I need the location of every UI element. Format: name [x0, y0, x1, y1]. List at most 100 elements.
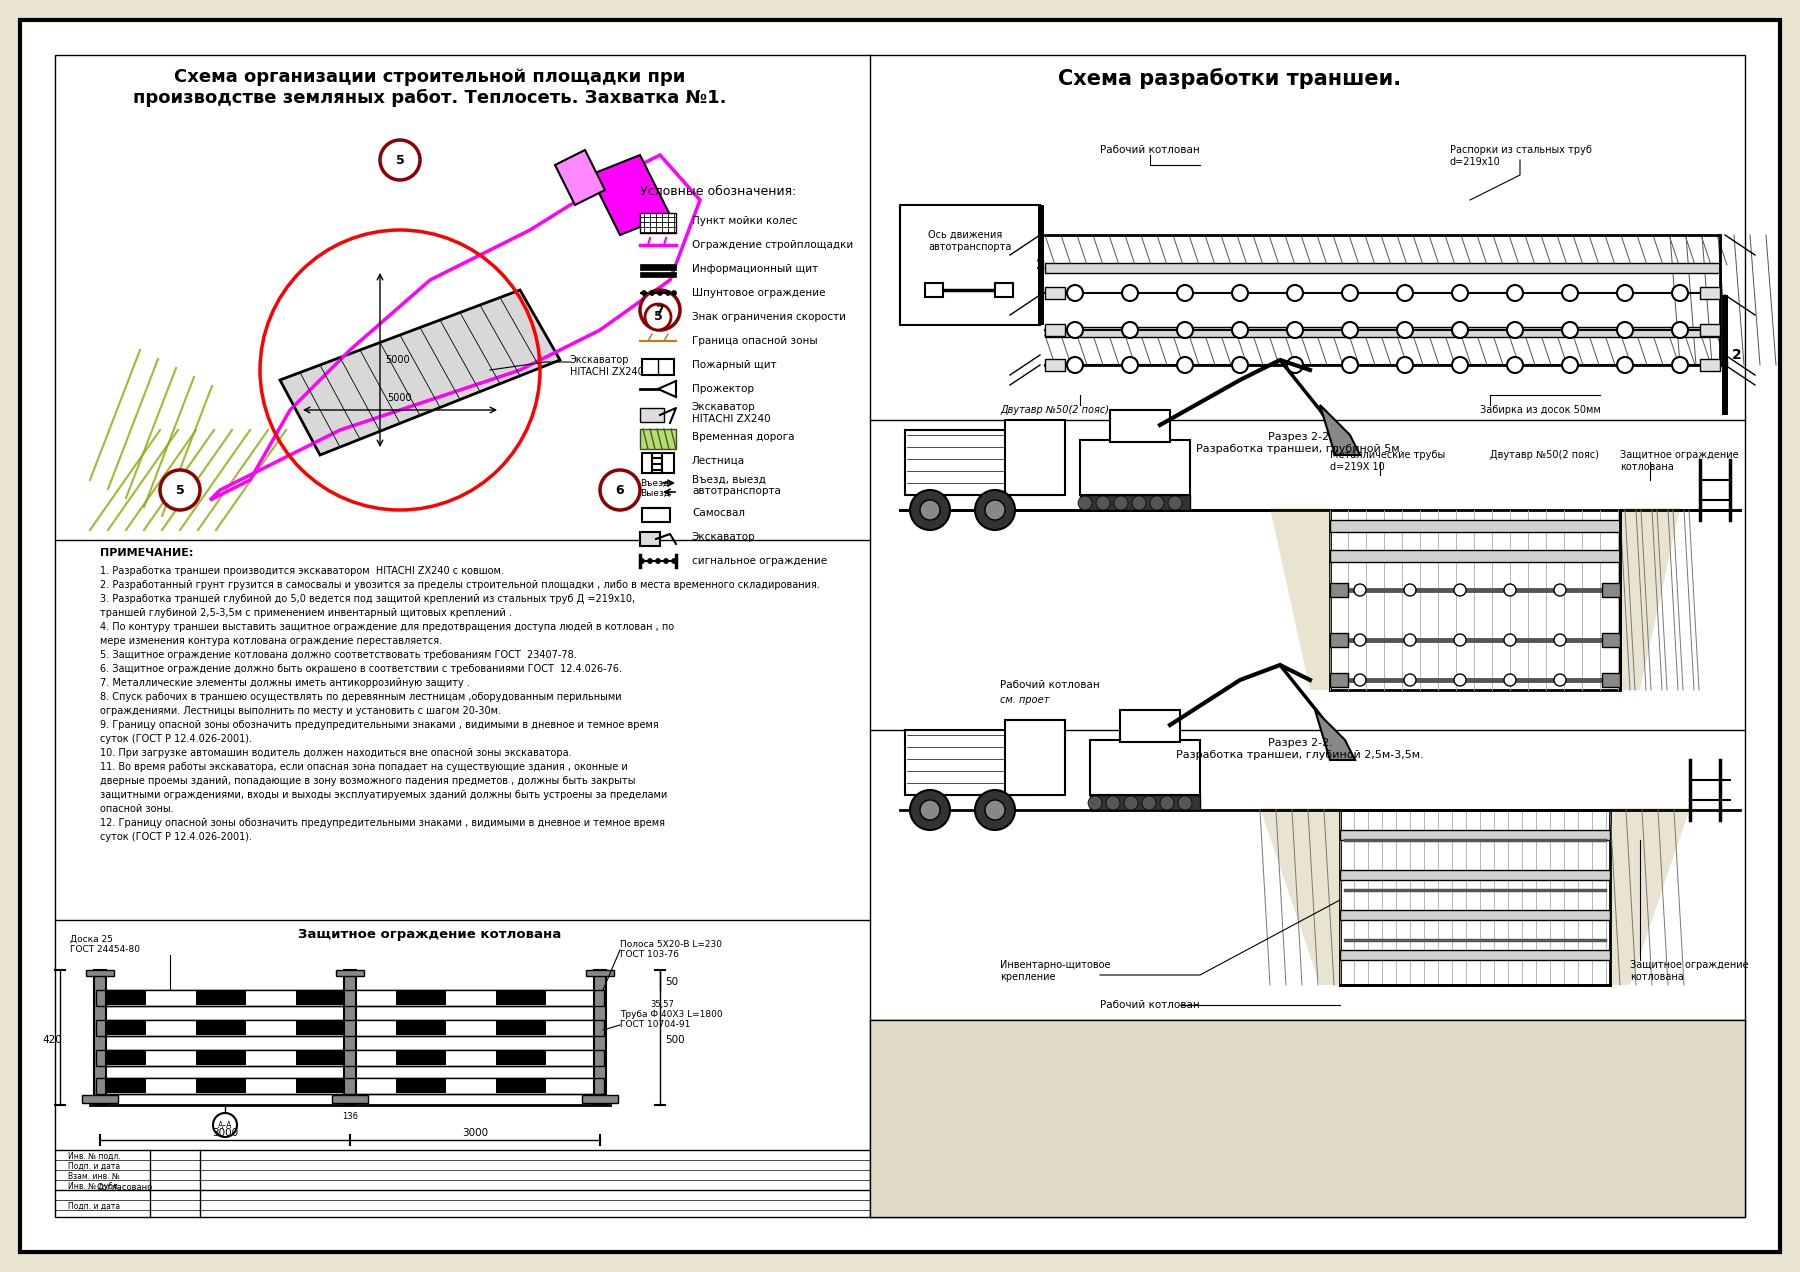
- Circle shape: [641, 290, 680, 329]
- Bar: [643, 359, 673, 375]
- Circle shape: [1404, 633, 1417, 646]
- Circle shape: [1507, 285, 1523, 301]
- Text: Металлические трубы
d=219Х 10: Металлические трубы d=219Х 10: [1330, 450, 1445, 472]
- Bar: [146, 1079, 196, 1093]
- Circle shape: [1096, 496, 1111, 510]
- Circle shape: [1397, 285, 1413, 301]
- Text: 2: 2: [1037, 258, 1046, 272]
- Text: 6: 6: [616, 483, 625, 496]
- Bar: [594, 971, 607, 1105]
- Polygon shape: [281, 290, 560, 455]
- Bar: [247, 1051, 295, 1065]
- Circle shape: [1105, 796, 1120, 810]
- Bar: [1004, 420, 1066, 495]
- Text: 7: 7: [655, 304, 664, 317]
- Text: мере изменения контура котлована ограждение переставляется.: мере изменения контура котлована огражде…: [101, 636, 443, 646]
- Circle shape: [160, 469, 200, 510]
- Text: 5000: 5000: [387, 393, 412, 403]
- Bar: [346, 1051, 396, 1065]
- Circle shape: [1616, 322, 1633, 338]
- Circle shape: [1505, 633, 1516, 646]
- Bar: [641, 532, 661, 546]
- Text: Двутавр №50(2 пояс): Двутавр №50(2 пояс): [1490, 450, 1598, 460]
- Text: 420: 420: [41, 1035, 61, 1046]
- Circle shape: [1067, 285, 1084, 301]
- Circle shape: [1177, 357, 1193, 373]
- Bar: [497, 991, 545, 1005]
- Text: Схема разработки траншеи.: Схема разработки траншеи.: [1058, 67, 1402, 89]
- Text: 1. Разработка траншеи производится экскаватором  HITACHI ZX240 с ковшом.: 1. Разработка траншеи производится экска…: [101, 566, 504, 576]
- Circle shape: [1672, 322, 1688, 338]
- Circle shape: [1354, 584, 1366, 597]
- Bar: [995, 282, 1013, 296]
- Text: суток (ГОСТ Р 12.4.026-2001).: суток (ГОСТ Р 12.4.026-2001).: [101, 832, 252, 842]
- Bar: [247, 1021, 295, 1035]
- Text: 136: 136: [342, 1112, 358, 1121]
- Text: 12. Границу опасной зоны обозначить предупредительными знаками , видимыми в днев: 12. Границу опасной зоны обозначить пред…: [101, 818, 664, 828]
- Text: Информационный щит: Информационный щит: [691, 265, 819, 273]
- Bar: [1330, 633, 1348, 647]
- Circle shape: [1453, 285, 1469, 301]
- Bar: [1339, 950, 1609, 960]
- Text: защитными ограждениями, входы и выходы эксплуатируемых зданий должны быть устрое: защитными ограждениями, входы и выходы э…: [101, 790, 668, 800]
- Text: 500: 500: [664, 1035, 684, 1046]
- Text: Двутавр №50(2 пояс): Двутавр №50(2 пояс): [1001, 404, 1109, 415]
- Circle shape: [671, 290, 677, 295]
- Bar: [295, 1079, 346, 1093]
- Text: суток (ГОСТ Р 12.4.026-2001).: суток (ГОСТ Р 12.4.026-2001).: [101, 734, 252, 744]
- Circle shape: [657, 290, 662, 295]
- Bar: [95, 990, 605, 1006]
- Circle shape: [1397, 357, 1413, 373]
- Circle shape: [911, 790, 950, 831]
- Bar: [95, 1020, 605, 1035]
- Text: ПРИМЕЧАНИЕ:: ПРИМЕЧАНИЕ:: [101, 548, 193, 558]
- Bar: [446, 1021, 497, 1035]
- Text: дверные проемы зданий, попадающие в зону возможного падения предметов , должны б: дверные проемы зданий, попадающие в зону…: [101, 776, 635, 786]
- Bar: [545, 1021, 596, 1035]
- Text: 5: 5: [396, 154, 405, 167]
- Circle shape: [1168, 496, 1183, 510]
- Bar: [247, 1079, 295, 1093]
- Bar: [1046, 327, 1721, 337]
- Bar: [545, 1051, 596, 1065]
- Text: 5: 5: [176, 483, 184, 496]
- Bar: [900, 205, 1040, 326]
- Text: Въезд: Въезд: [641, 480, 670, 488]
- Text: Труба Ф 40Х3 L=1800
ГОСТ 10704-91: Труба Ф 40Х3 L=1800 ГОСТ 10704-91: [619, 1010, 722, 1029]
- Text: Знак ограничения скорости: Знак ограничения скорости: [691, 312, 846, 322]
- Bar: [1330, 550, 1620, 562]
- Circle shape: [1231, 322, 1247, 338]
- Circle shape: [1150, 496, 1165, 510]
- Bar: [196, 1079, 247, 1093]
- Circle shape: [1354, 633, 1366, 646]
- Text: 50: 50: [664, 977, 679, 987]
- Text: 6. Защитное ограждение должно быть окрашено в соответствии с требованиями ГОСТ  : 6. Защитное ограждение должно быть окраш…: [101, 664, 623, 674]
- Circle shape: [1553, 674, 1566, 686]
- Circle shape: [1562, 322, 1579, 338]
- Bar: [295, 991, 346, 1005]
- Text: Инв. № подл.: Инв. № подл.: [68, 1152, 121, 1161]
- Text: ограждениями. Лестницы выполнить по месту и установить с шагом 20-30м.: ограждениями. Лестницы выполнить по мест…: [101, 706, 500, 716]
- Bar: [146, 1021, 196, 1035]
- Bar: [331, 1095, 367, 1103]
- Circle shape: [1672, 285, 1688, 301]
- Circle shape: [664, 558, 668, 563]
- Text: Условные обозначения:: Условные обозначения:: [641, 184, 796, 198]
- Bar: [1004, 720, 1066, 795]
- Bar: [196, 991, 247, 1005]
- Polygon shape: [1620, 508, 1679, 689]
- Text: Шпунтовое ограждение: Шпунтовое ограждение: [691, 287, 826, 298]
- Text: Прожектор: Прожектор: [691, 384, 754, 394]
- Circle shape: [1287, 357, 1303, 373]
- Circle shape: [1454, 584, 1465, 597]
- Bar: [95, 1051, 146, 1065]
- Bar: [1080, 495, 1190, 510]
- Text: А–А: А–А: [218, 1121, 232, 1130]
- Circle shape: [1132, 496, 1147, 510]
- Text: 5000: 5000: [385, 355, 410, 365]
- Bar: [1330, 673, 1348, 687]
- Circle shape: [1672, 357, 1688, 373]
- Text: Экскаватор
HITACHI ZX240: Экскаватор HITACHI ZX240: [691, 402, 770, 424]
- Bar: [346, 991, 396, 1005]
- Circle shape: [599, 469, 641, 510]
